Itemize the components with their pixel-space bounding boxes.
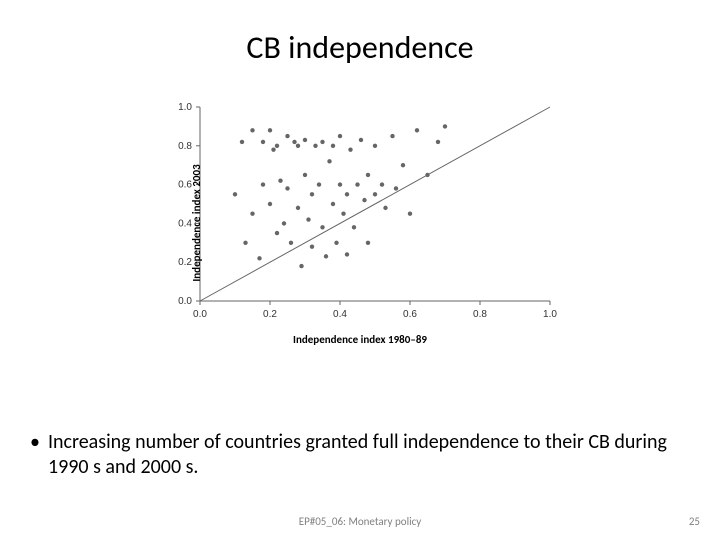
- svg-text:1.0: 1.0: [543, 309, 557, 320]
- bullet-item: Increasing number of countries granted f…: [48, 430, 680, 480]
- footer-center-text: EP#05_06: Monetary policy: [0, 515, 720, 528]
- svg-text:0.6: 0.6: [403, 309, 417, 320]
- svg-text:0.8: 0.8: [473, 309, 487, 320]
- scatter-chart: Independence index 2003 0.0 0.2 0.4 0.6 0.8 1…: [160, 99, 560, 346]
- y-axis-label: Independence index 2003: [190, 164, 203, 281]
- svg-text:0.8: 0.8: [178, 141, 192, 152]
- x-axis-label: Independence index 1980–89: [160, 333, 560, 346]
- page-title: CB independence: [0, 0, 720, 87]
- bullet-text-block: Increasing number of countries granted f…: [30, 430, 680, 480]
- svg-text:0.0: 0.0: [178, 296, 192, 307]
- svg-text:0.0: 0.0: [193, 309, 207, 320]
- page-number: 25: [689, 515, 700, 528]
- svg-text:1.0: 1.0: [178, 102, 192, 113]
- svg-text:0.4: 0.4: [333, 309, 347, 320]
- scatter-plot-svg: 0.00.20.40.60.81.00.00.20.40.60.81.0: [160, 99, 560, 329]
- svg-text:0.2: 0.2: [263, 309, 277, 320]
